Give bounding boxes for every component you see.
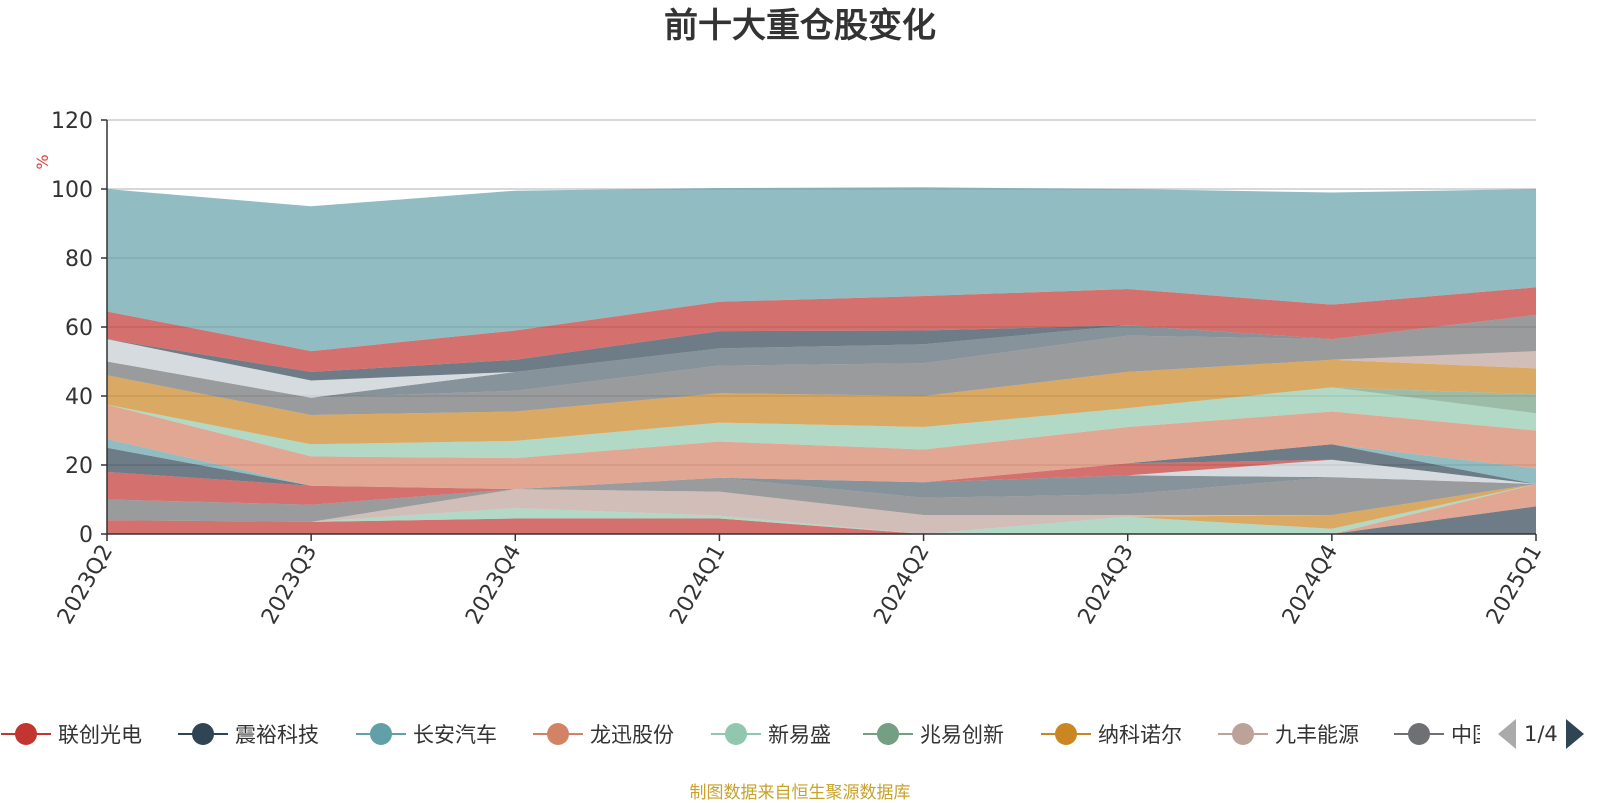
legend-marker-icon (711, 723, 761, 745)
legend-label: 纳科诺尔 (1098, 723, 1182, 747)
legend-marker-icon (1041, 723, 1091, 745)
area-band-15 (107, 387, 1536, 445)
x-tick-label: 2024Q3 (1074, 541, 1139, 629)
area-band-22 (107, 287, 1536, 372)
y-axis-label: % (33, 154, 52, 169)
prev-page-icon[interactable] (1498, 719, 1516, 749)
y-tick-label: 120 (51, 109, 93, 134)
legend-item[interactable]: 兆易创新 (862, 712, 1004, 756)
legend-pager: 1/4 (1498, 715, 1584, 753)
legend-page-indicator: 1/4 (1524, 722, 1558, 746)
area-band-4 (107, 484, 1536, 534)
area-band-2 (107, 506, 1536, 534)
legend-label: 震裕科技 (235, 723, 319, 747)
area-band-20 (107, 314, 1536, 398)
area-band-18 (107, 314, 1536, 415)
y-tick-label: 0 (79, 523, 93, 548)
legend-label: 龙迅股份 (590, 723, 674, 747)
legend-item[interactable]: 九丰能源 (1217, 712, 1359, 756)
next-page-icon[interactable] (1565, 719, 1584, 749)
legend-item[interactable]: 震裕科技 (177, 712, 319, 756)
y-tick-label: 40 (65, 385, 93, 410)
data-source-note: 制图数据来自恒生聚源数据库 (689, 783, 911, 803)
x-tick-label: 2024Q4 (1278, 541, 1343, 629)
x-tick-label: 2023Q2 (53, 541, 118, 629)
area-band-8 (107, 475, 1536, 505)
legend-marker-icon (1394, 723, 1444, 745)
x-tick-label: 2025Q1 (1482, 541, 1547, 629)
x-tick-label: 2024Q1 (665, 541, 730, 629)
area-band-21 (107, 314, 1536, 381)
area-band-19 (107, 314, 1536, 398)
area-band-7 (107, 477, 1536, 522)
legend-item[interactable]: 龙迅股份 (532, 712, 674, 756)
area-band-13 (107, 404, 1536, 490)
legend-label: 长安汽车 (413, 723, 497, 747)
y-tick-label: 60 (65, 316, 93, 341)
legend-item[interactable]: 联创光电 (0, 712, 142, 756)
legend-item[interactable]: 长安汽车 (355, 712, 497, 756)
x-tick-label: 2023Q3 (257, 541, 322, 629)
area-band-24 (107, 187, 1536, 352)
legend-marker-icon (356, 723, 406, 745)
x-tick-label: 2023Q4 (461, 541, 526, 629)
y-tick-label: 100 (51, 178, 93, 203)
legend-label: 兆易创新 (920, 723, 1004, 747)
area-band-14 (107, 387, 1536, 459)
legend-label: 联创光电 (58, 723, 142, 747)
y-tick-label: 20 (65, 454, 93, 479)
stacked-areas (107, 187, 1536, 534)
legend-item[interactable]: 新易盛 (710, 712, 831, 756)
legend: 联创光电 震裕科技 长安汽车 龙迅股份 新易盛 兆易创新 纳科诺尔 九丰能源 中国 (0, 712, 1480, 756)
legend-marker-icon (533, 723, 583, 745)
y-tick-label: 80 (65, 247, 93, 272)
legend-marker-icon (1218, 723, 1268, 745)
area-band-17 (107, 351, 1536, 415)
chart-title: 前十大重仓股变化 (664, 6, 936, 46)
legend-item[interactable]: 中国 (1393, 712, 1480, 756)
area-band-16 (107, 359, 1536, 445)
legend-label: 中国 (1451, 723, 1480, 747)
area-band-10 (107, 459, 1536, 505)
legend-marker-icon (178, 723, 228, 745)
area-band-6 (107, 484, 1536, 534)
area-chart: 0 20 40 60 80 100 120 2023Q2 2023Q3 2023Q4 2024Q1 2… (33, 109, 1547, 629)
legend-label: 新易盛 (768, 723, 831, 747)
legend-label: 九丰能源 (1275, 723, 1359, 747)
legend-marker-icon (1, 723, 51, 745)
legend-marker-icon (863, 723, 913, 745)
x-tick-label: 2024Q2 (869, 541, 934, 629)
legend-item[interactable]: 纳科诺尔 (1040, 712, 1182, 756)
